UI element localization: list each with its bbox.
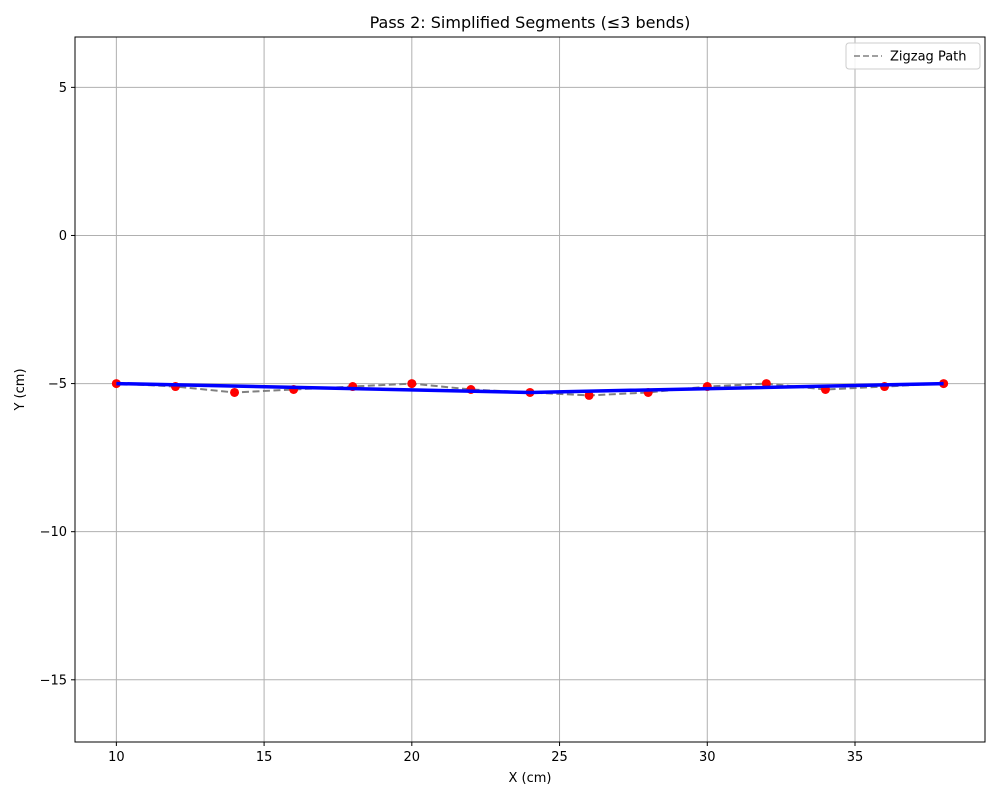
y-tick-label: 0 [59, 229, 67, 244]
legend-entry-zigzag-path: Zigzag Path [890, 50, 967, 65]
chart-title: Pass 2: Simplified Segments (≤3 bends) [370, 13, 691, 32]
y-axis-label: Y (cm) [13, 368, 28, 411]
y-tick-label: −15 [40, 673, 67, 688]
legend-box [845, 42, 981, 70]
x-axis-ticks: 10 15 20 25 30 35 [108, 742, 863, 765]
x-axis-label: X (cm) [509, 771, 552, 786]
x-tick-label: 30 [699, 750, 716, 765]
y-tick-label: −10 [40, 525, 67, 540]
x-tick-label: 35 [847, 750, 864, 765]
y-axis-ticks: 5 0 −5 −10 −15 [40, 81, 75, 688]
y-tick-label: 5 [59, 81, 67, 96]
data-point-marker [584, 390, 594, 400]
legend: Zigzag Path [845, 42, 981, 70]
plot-frame [74, 36, 986, 743]
x-tick-label: 15 [256, 750, 273, 765]
data-point-marker [407, 379, 417, 389]
series-simplified-segments-line [116, 381, 944, 395]
x-tick-label: 10 [108, 750, 125, 765]
data-point-marker [230, 387, 240, 397]
y-tick-label: −5 [48, 377, 67, 392]
x-tick-label: 20 [404, 750, 421, 765]
x-tick-label: 25 [551, 750, 568, 765]
plot-area [111, 379, 949, 400]
